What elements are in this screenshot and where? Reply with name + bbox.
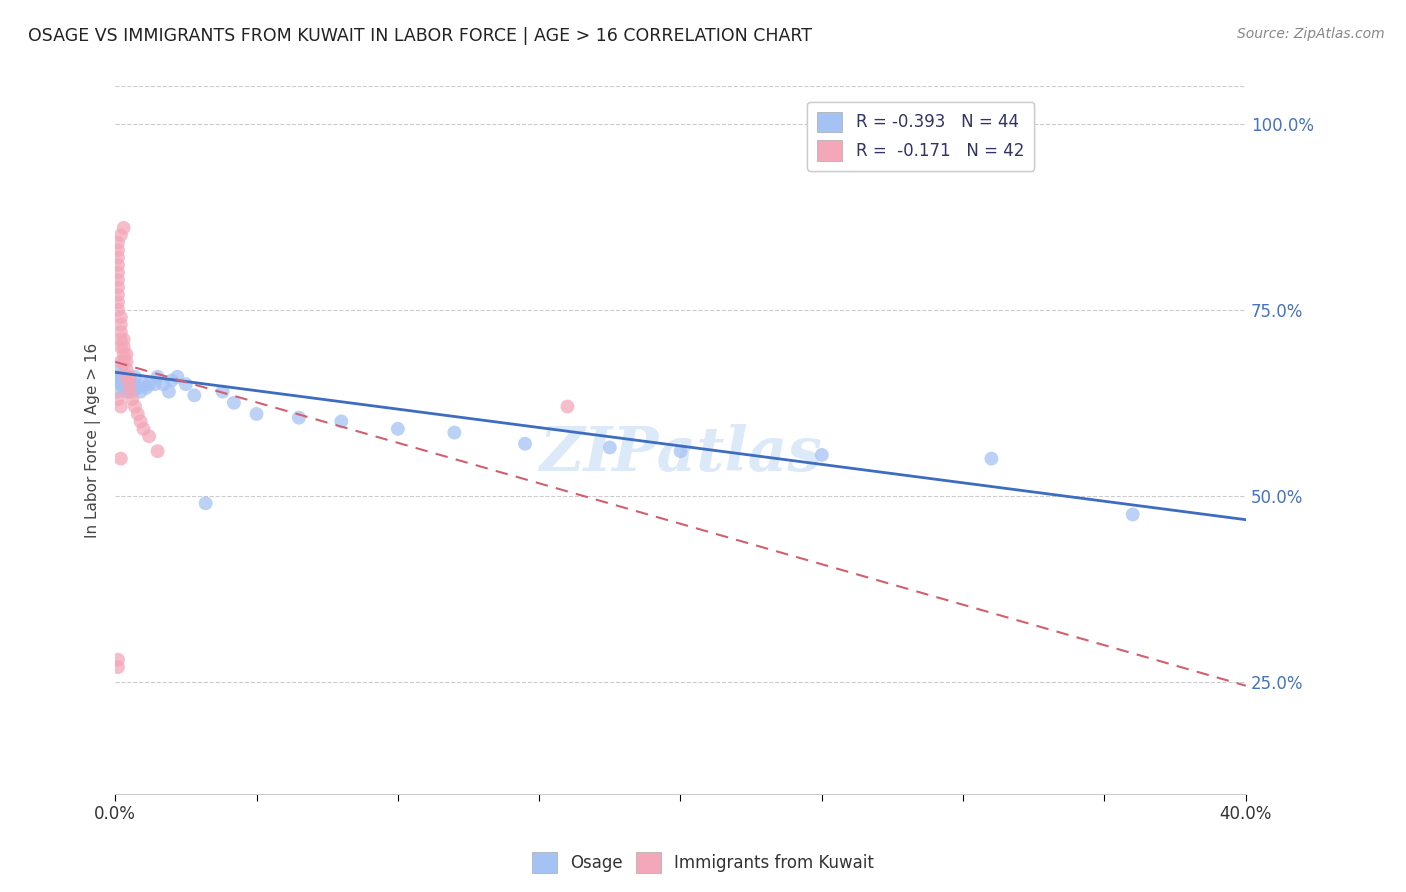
Point	[121, 392, 143, 406]
Point	[107, 265, 129, 279]
Point	[138, 429, 160, 443]
Point	[599, 441, 621, 455]
Point	[129, 384, 152, 399]
Point	[112, 366, 135, 380]
Point	[110, 369, 132, 384]
Point	[107, 243, 129, 257]
Point	[143, 377, 166, 392]
Point	[288, 410, 311, 425]
Point	[107, 653, 129, 667]
Point	[110, 340, 132, 354]
Point	[107, 251, 129, 265]
Point	[115, 369, 138, 384]
Point	[112, 355, 135, 369]
Point	[107, 392, 129, 406]
Point	[132, 377, 155, 392]
Point	[194, 496, 217, 510]
Point	[112, 381, 135, 395]
Point	[110, 310, 132, 325]
Point	[107, 302, 129, 317]
Point	[107, 273, 129, 287]
Legend: R = -0.393   N = 44, R =  -0.171   N = 42: R = -0.393 N = 44, R = -0.171 N = 42	[807, 102, 1033, 170]
Point	[115, 384, 138, 399]
Point	[146, 369, 169, 384]
Point	[121, 377, 143, 392]
Text: Source: ZipAtlas.com: Source: ZipAtlas.com	[1237, 27, 1385, 41]
Point	[107, 258, 129, 272]
Text: ZIPatlas: ZIPatlas	[538, 425, 823, 484]
Point	[115, 347, 138, 361]
Point	[135, 381, 157, 395]
Y-axis label: In Labor Force | Age > 16: In Labor Force | Age > 16	[86, 343, 101, 538]
Point	[107, 280, 129, 294]
Point	[118, 384, 141, 399]
Point	[443, 425, 465, 440]
Point	[107, 384, 129, 399]
Point	[115, 377, 138, 392]
Point	[112, 347, 135, 361]
Point	[115, 355, 138, 369]
Point	[110, 325, 132, 339]
Point	[127, 381, 149, 395]
Point	[110, 400, 132, 414]
Point	[110, 355, 132, 369]
Point	[1122, 508, 1144, 522]
Point	[115, 362, 138, 376]
Point	[222, 396, 245, 410]
Point	[211, 384, 233, 399]
Point	[152, 377, 174, 392]
Point	[132, 422, 155, 436]
Point	[330, 414, 353, 428]
Point	[124, 377, 146, 392]
Legend: Osage, Immigrants from Kuwait: Osage, Immigrants from Kuwait	[524, 846, 882, 880]
Point	[557, 400, 579, 414]
Point	[183, 388, 205, 402]
Point	[110, 362, 132, 376]
Point	[387, 422, 409, 436]
Point	[107, 295, 129, 310]
Point	[146, 444, 169, 458]
Point	[107, 235, 129, 250]
Point	[127, 407, 149, 421]
Point	[110, 318, 132, 332]
Point	[107, 369, 129, 384]
Point	[118, 369, 141, 384]
Point	[121, 384, 143, 399]
Point	[118, 369, 141, 384]
Point	[124, 369, 146, 384]
Point	[110, 333, 132, 347]
Point	[669, 444, 692, 458]
Point	[138, 377, 160, 392]
Point	[245, 407, 267, 421]
Point	[110, 228, 132, 243]
Point	[112, 220, 135, 235]
Point	[157, 384, 180, 399]
Point	[980, 451, 1002, 466]
Point	[129, 414, 152, 428]
Point	[174, 377, 197, 392]
Point	[107, 288, 129, 302]
Point	[118, 381, 141, 395]
Point	[110, 451, 132, 466]
Point	[118, 377, 141, 392]
Text: OSAGE VS IMMIGRANTS FROM KUWAIT IN LABOR FORCE | AGE > 16 CORRELATION CHART: OSAGE VS IMMIGRANTS FROM KUWAIT IN LABOR…	[28, 27, 813, 45]
Point	[513, 436, 536, 450]
Point	[811, 448, 834, 462]
Point	[112, 340, 135, 354]
Point	[110, 377, 132, 392]
Point	[166, 369, 188, 384]
Point	[112, 333, 135, 347]
Point	[112, 374, 135, 388]
Point	[160, 374, 183, 388]
Point	[107, 374, 129, 388]
Point	[107, 660, 129, 674]
Point	[124, 400, 146, 414]
